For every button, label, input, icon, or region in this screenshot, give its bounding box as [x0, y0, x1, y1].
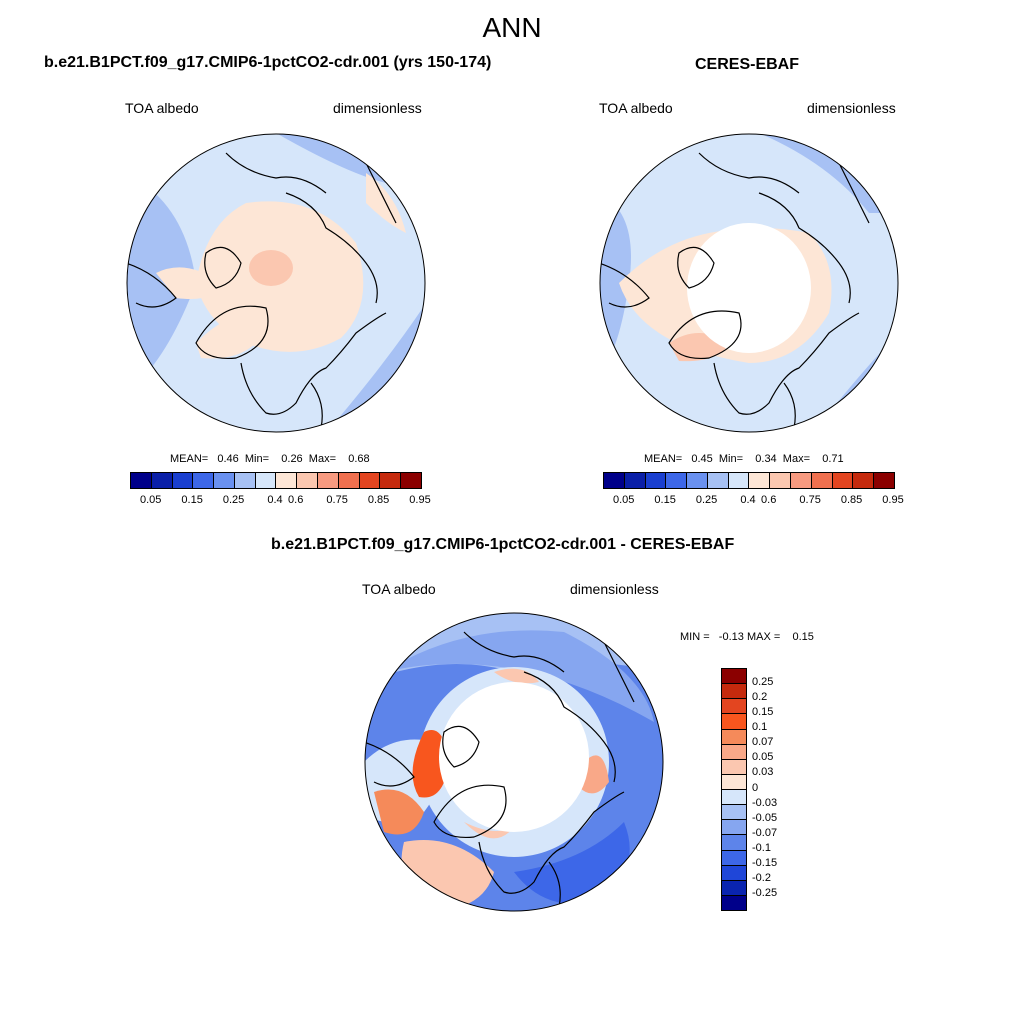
colorbar-swatch	[722, 729, 746, 745]
colorbar-swatch	[401, 473, 421, 488]
colorbar-tick-label: -0.03	[752, 796, 778, 809]
panel1-units-label: dimensionless	[333, 100, 422, 116]
panel3-stats: MIN = -0.13 MAX = 0.15	[680, 631, 814, 643]
panel3-title: b.e21.B1PCT.f09_g17.CMIP6-1pctCO2-cdr.00…	[271, 536, 735, 553]
colorbar-tick-label: -0.05	[752, 811, 778, 824]
colorbar-tick-label: 0.6	[761, 494, 777, 506]
colorbar-swatch	[722, 759, 746, 775]
colorbar-tick-label: -0.25	[752, 886, 778, 899]
colorbar-swatch	[666, 473, 688, 488]
colorbar-swatch	[728, 473, 750, 488]
figure-title: ANN	[482, 12, 542, 43]
colorbar-swatch	[722, 805, 746, 821]
panel3-polar-map	[364, 612, 664, 912]
panel2-stats: MEAN= 0.45 Min= 0.34 Max= 0.71	[644, 453, 844, 465]
colorbar-swatch	[707, 473, 729, 488]
colorbar-tick-label: -0.07	[752, 826, 778, 839]
colorbar-tick-label: 0.2	[752, 691, 768, 704]
colorbar-swatch	[722, 820, 746, 836]
colorbar-swatch	[722, 744, 746, 760]
colorbar-swatch	[722, 774, 746, 790]
panel2-polar-map	[599, 133, 899, 433]
colorbar-tick-label: 0.95	[882, 494, 904, 506]
colorbar-tick-label: 0.75	[326, 494, 348, 506]
panel3-variable-label: TOA albedo	[362, 581, 436, 597]
colorbar-tick-label: 0.15	[752, 706, 774, 719]
panel1-title: b.e21.B1PCT.f09_g17.CMIP6-1pctCO2-cdr.00…	[44, 54, 492, 71]
colorbar-tick-label: 0.85	[840, 494, 863, 506]
panel3-colorbar	[721, 668, 747, 911]
colorbar-swatch	[722, 880, 746, 896]
colorbar-swatch	[722, 699, 746, 715]
colorbar-swatch	[722, 835, 746, 851]
colorbar-swatch	[770, 473, 792, 488]
colorbar-swatch	[645, 473, 667, 488]
colorbar-swatch	[874, 473, 894, 488]
colorbar-swatch	[380, 473, 402, 488]
panel2-colorbar-ticks: 0.05 0.15 0.25 0.4 0.6 0.75 0.85 0.95	[603, 494, 904, 508]
colorbar-tick-label: 0.95	[409, 494, 431, 506]
colorbar-tick-label: 0.25	[222, 494, 245, 506]
colorbar-swatch	[297, 473, 319, 488]
colorbar-swatch	[811, 473, 833, 488]
colorbar-swatch	[214, 473, 235, 488]
colorbar-swatch	[722, 714, 746, 730]
panel2-variable-label: TOA albedo	[599, 100, 673, 116]
panel1-variable-label: TOA albedo	[125, 100, 199, 116]
colorbar-swatch	[359, 473, 381, 488]
colorbar-tick-label: 0.25	[695, 494, 718, 506]
colorbar-swatch	[749, 473, 771, 488]
colorbar-swatch	[722, 850, 746, 866]
colorbar-swatch	[131, 473, 152, 488]
colorbar-swatch	[722, 669, 746, 685]
colorbar-tick-label: 0.4	[267, 494, 283, 506]
colorbar-tick-label: -0.15	[752, 856, 778, 869]
panel1-colorbar	[130, 472, 422, 489]
colorbar-swatch	[722, 895, 746, 910]
panel3-units-label: dimensionless	[570, 581, 659, 597]
colorbar-swatch	[276, 473, 298, 488]
colorbar-tick-label: 0.25	[752, 676, 774, 689]
colorbar-tick-label: 0.03	[752, 766, 774, 779]
panel3-colorbar-ticks: 0.25 0.2 0.15 0.1 0.07 0.05 0.03 0 -0.03 -0.05 -0.…	[752, 668, 812, 909]
colorbar-swatch	[791, 473, 812, 488]
colorbar-swatch	[624, 473, 646, 488]
colorbar-tick-label: 0.15	[654, 494, 676, 506]
colorbar-swatch	[151, 473, 173, 488]
panel1-polar-map	[126, 133, 426, 433]
colorbar-swatch	[832, 473, 854, 488]
colorbar-swatch	[193, 473, 215, 488]
colorbar-tick-label: 0.05	[612, 494, 635, 506]
colorbar-swatch	[722, 684, 746, 700]
panel2-colorbar	[603, 472, 895, 489]
colorbar-tick-label: 0.05	[752, 751, 774, 764]
panel2-units-label: dimensionless	[807, 100, 896, 116]
colorbar-swatch	[338, 473, 360, 488]
colorbar-tick-label: 0.05	[139, 494, 162, 506]
colorbar-swatch	[687, 473, 708, 488]
panel2-title: CERES-EBAF	[695, 56, 800, 73]
colorbar-tick-label: -0.1	[752, 841, 771, 854]
panel1-stats: MEAN= 0.46 Min= 0.26 Max= 0.68	[170, 453, 370, 465]
colorbar-tick-label: 0.85	[367, 494, 390, 506]
colorbar-swatch	[722, 790, 746, 806]
colorbar-swatch	[234, 473, 256, 488]
panel1-colorbar-ticks: 0.05 0.15 0.25 0.4 0.6 0.75 0.85 0.95	[130, 494, 431, 508]
colorbar-swatch	[255, 473, 277, 488]
colorbar-tick-label: 0.1	[752, 721, 768, 734]
colorbar-swatch	[722, 865, 746, 881]
colorbar-swatch	[172, 473, 194, 488]
colorbar-swatch	[853, 473, 875, 488]
colorbar-tick-label: 0.4	[740, 494, 756, 506]
colorbar-tick-label: 0.75	[799, 494, 821, 506]
colorbar-tick-label: 0.6	[288, 494, 304, 506]
colorbar-swatch	[318, 473, 339, 488]
colorbar-tick-label: -0.2	[752, 871, 771, 884]
colorbar-swatch	[604, 473, 625, 488]
colorbar-tick-label: 0.15	[181, 494, 203, 506]
colorbar-tick-label: 0	[752, 781, 759, 794]
colorbar-tick-label: 0.07	[752, 736, 774, 749]
